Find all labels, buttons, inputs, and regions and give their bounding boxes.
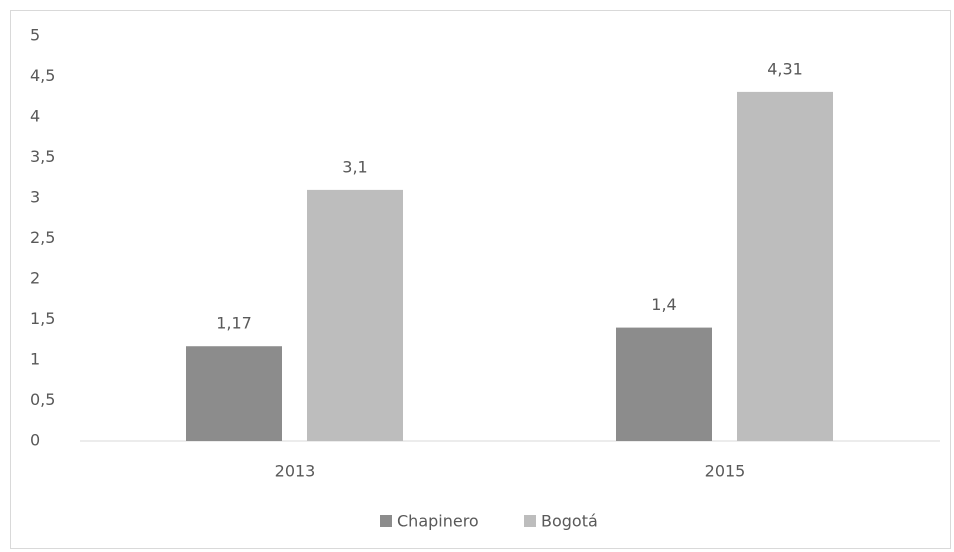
y-tick-label: 5	[30, 26, 40, 45]
y-tick-label: 3,5	[30, 147, 55, 166]
y-tick-label: 2	[30, 269, 40, 288]
bar	[186, 346, 282, 441]
bar	[616, 327, 712, 441]
legend-label: Bogotá	[541, 512, 598, 531]
legend-swatch	[524, 515, 536, 527]
legend-label: Chapinero	[397, 512, 479, 531]
data-label: 1,17	[216, 314, 252, 333]
y-tick-label: 4,5	[30, 66, 55, 85]
bar	[307, 189, 403, 441]
y-tick-label: 0	[30, 431, 40, 450]
y-tick-label: 1,5	[30, 309, 55, 328]
data-label: 3,1	[342, 157, 367, 176]
y-tick-label: 0,5	[30, 390, 55, 409]
y-tick-label: 2,5	[30, 228, 55, 247]
y-tick-label: 4	[30, 107, 40, 126]
bar	[737, 91, 833, 441]
y-tick-label: 3	[30, 188, 40, 207]
data-label: 4,31	[767, 59, 803, 78]
x-tick-label: 2015	[705, 462, 746, 481]
legend-swatch	[380, 515, 392, 527]
y-tick-label: 1	[30, 350, 40, 369]
data-label: 1,4	[651, 295, 676, 314]
x-tick-label: 2013	[275, 462, 316, 481]
